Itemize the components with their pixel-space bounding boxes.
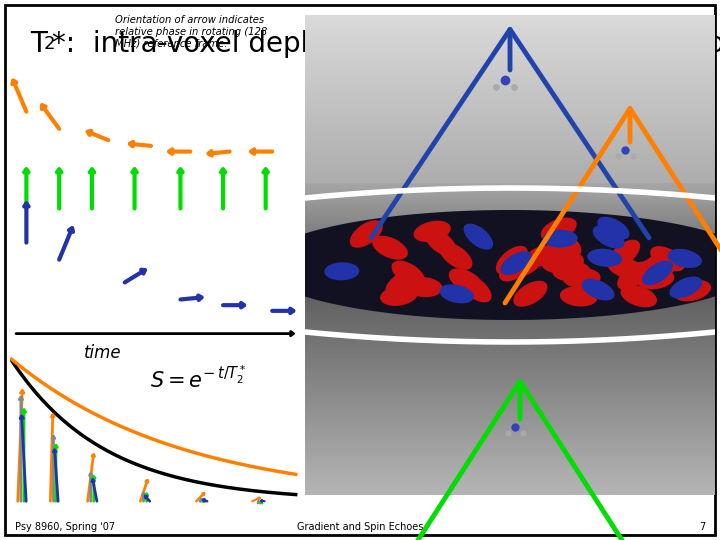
Ellipse shape <box>598 217 629 240</box>
Ellipse shape <box>464 224 493 249</box>
Text: *:  intra-voxel dephasing due to field perturbation: *: intra-voxel dephasing due to field pe… <box>52 30 720 58</box>
Ellipse shape <box>541 254 580 274</box>
Text: 7: 7 <box>698 522 705 532</box>
Ellipse shape <box>405 277 443 297</box>
Ellipse shape <box>439 284 474 303</box>
Ellipse shape <box>496 246 528 274</box>
Ellipse shape <box>350 220 383 248</box>
Ellipse shape <box>392 261 426 287</box>
Ellipse shape <box>526 245 564 266</box>
Ellipse shape <box>593 226 624 248</box>
Ellipse shape <box>372 236 408 260</box>
Ellipse shape <box>380 285 418 306</box>
Text: Psy 8960, Spring '07: Psy 8960, Spring '07 <box>15 522 115 532</box>
Text: $S = e^{-\,t/T_2^*}$: $S = e^{-\,t/T_2^*}$ <box>150 365 246 392</box>
Ellipse shape <box>541 218 577 241</box>
Ellipse shape <box>642 261 673 285</box>
Ellipse shape <box>459 274 492 302</box>
Ellipse shape <box>650 246 685 271</box>
Ellipse shape <box>552 261 590 281</box>
Text: time: time <box>84 343 122 362</box>
Ellipse shape <box>386 270 420 296</box>
Ellipse shape <box>667 249 702 268</box>
Text: Orientation of arrow indicates
relative phase in rotating (128
MHz) reference fr: Orientation of arrow indicates relative … <box>115 15 267 48</box>
Ellipse shape <box>617 262 649 290</box>
Ellipse shape <box>674 280 711 301</box>
Ellipse shape <box>548 230 581 256</box>
Ellipse shape <box>621 285 657 307</box>
Ellipse shape <box>641 252 676 276</box>
Text: Gradient and Spin Echoes: Gradient and Spin Echoes <box>297 522 423 532</box>
Ellipse shape <box>636 269 675 289</box>
Ellipse shape <box>562 268 600 288</box>
Ellipse shape <box>588 248 622 267</box>
Ellipse shape <box>582 279 614 301</box>
Ellipse shape <box>638 258 675 278</box>
Polygon shape <box>260 210 720 320</box>
Ellipse shape <box>413 221 451 242</box>
Text: T: T <box>30 30 47 58</box>
Ellipse shape <box>449 268 484 293</box>
Ellipse shape <box>513 281 547 307</box>
Ellipse shape <box>546 248 584 269</box>
Ellipse shape <box>499 255 533 281</box>
Text: 2: 2 <box>44 35 55 53</box>
Ellipse shape <box>543 230 577 248</box>
Ellipse shape <box>425 228 456 256</box>
Ellipse shape <box>608 240 640 268</box>
Ellipse shape <box>439 242 472 270</box>
Ellipse shape <box>560 286 598 307</box>
Ellipse shape <box>324 262 359 280</box>
Ellipse shape <box>509 252 544 277</box>
Ellipse shape <box>608 257 644 279</box>
Ellipse shape <box>670 276 702 299</box>
Ellipse shape <box>500 251 531 275</box>
